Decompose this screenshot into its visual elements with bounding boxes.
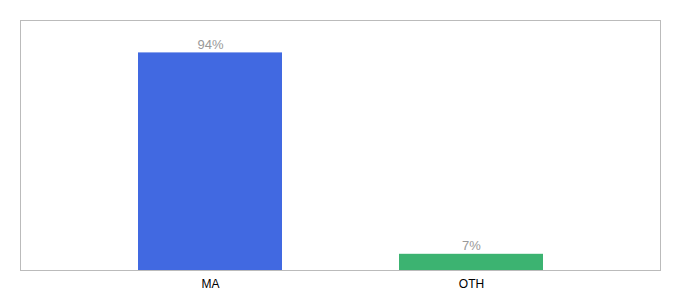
svg-text:MA: MA [202, 277, 220, 291]
svg-text:94%: 94% [197, 37, 223, 52]
svg-text:7%: 7% [462, 238, 481, 253]
svg-text:OTH: OTH [459, 277, 484, 291]
